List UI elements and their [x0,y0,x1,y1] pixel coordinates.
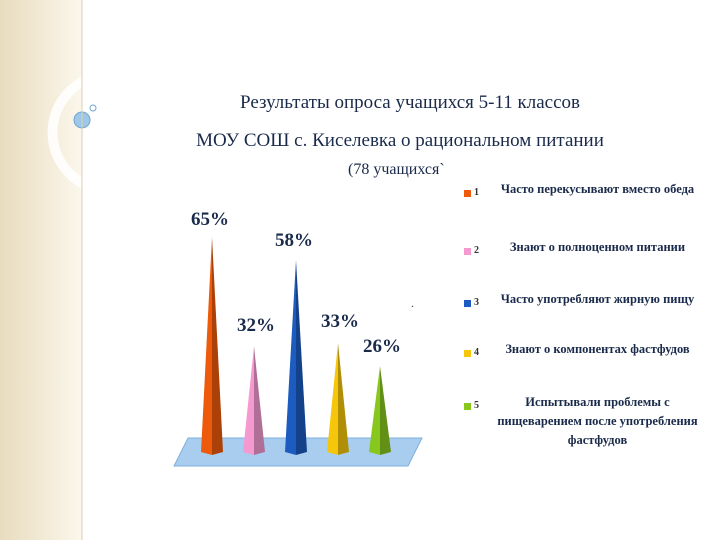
chart-bars [201,237,391,455]
bar-1 [201,237,223,455]
legend-number: 2 [474,245,479,256]
legend-swatch [464,300,471,307]
bar-face-front [201,237,212,455]
bar-2 [243,346,265,455]
bar-5 [369,366,391,455]
data-label-3: 58% [275,230,313,251]
deco-arc [47,69,154,196]
legend-number: 3 [474,297,479,308]
chart-data-labels: 65% 32% 58% 33%26% [191,209,401,357]
bar-face-front [369,366,380,455]
legend-number: 1 [474,187,479,198]
deco-ring [89,104,97,112]
stray-mark: . [411,296,414,310]
data-label-5: 26% [363,336,401,357]
bar-face-front [243,346,254,455]
chart-title-line-2: МОУ СОШ с. Киселевка о рациональном пита… [196,130,604,151]
legend-label: Испытывали проблемы с пищеварением после… [497,395,698,447]
legend-label: Часто перекусывают вместо обеда [500,182,695,196]
legend-number: 4 [474,347,479,358]
bar-face-side [338,342,349,455]
bar-face-front [327,342,338,455]
legend-swatch [464,403,471,410]
legend-label: Знают о полноценном питании [509,240,686,254]
legend-swatch [464,248,471,255]
chart-subtitle: (78 учащихся` [348,161,445,178]
bar-face-front [285,260,296,455]
data-label-1: 65% [191,209,229,230]
legend-swatch [464,190,471,197]
legend-label: Знают о компонентах фастфудов [505,342,690,356]
bar-4 [327,342,349,455]
legend-number: 5 [474,400,479,411]
bar-face-side [212,237,223,455]
bar-face-side [254,346,265,455]
data-label-2: 32% [237,315,275,336]
bar-face-side [380,366,391,455]
bar-face-side [296,260,307,455]
legend-label: Часто употребляют жирную пищу [500,292,695,306]
chart-title-line-1: Результаты опроса учащихся 5-11 классов [240,92,580,113]
legend-swatch [464,350,471,357]
data-label-4: 33% [321,311,359,332]
bar-3 [285,260,307,455]
